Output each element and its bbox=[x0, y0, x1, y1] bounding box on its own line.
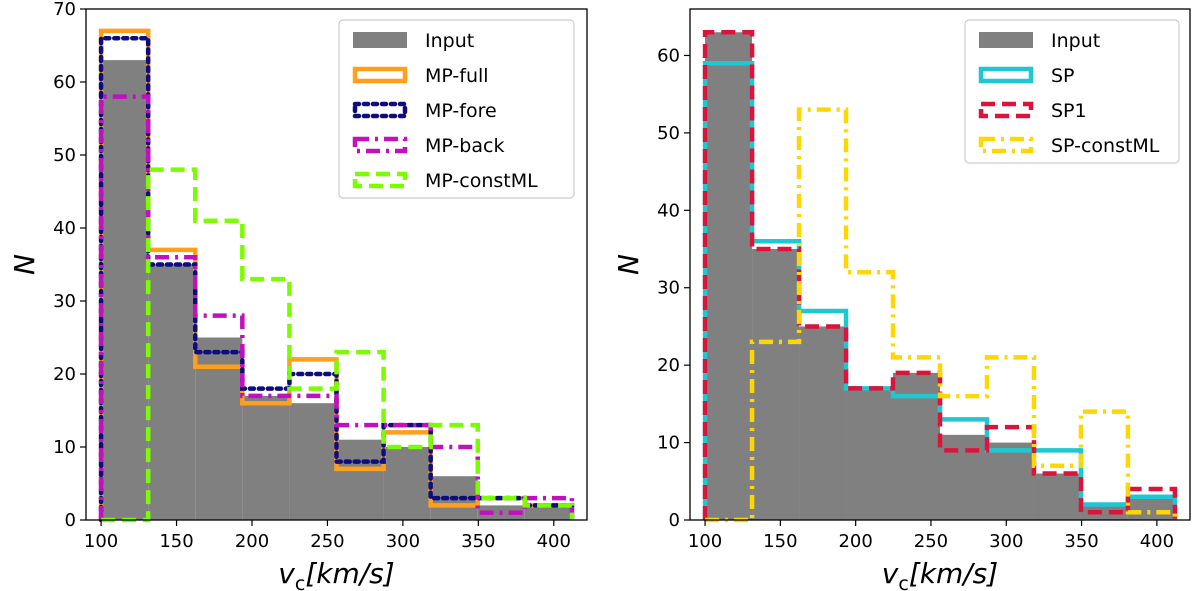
legend-label: MP-full bbox=[425, 65, 489, 87]
axes-frame bbox=[689, 8, 1191, 521]
y-tick-label: 60 bbox=[657, 45, 680, 66]
legend-label: Input bbox=[1051, 30, 1100, 52]
y-axis-label: N bbox=[612, 254, 645, 275]
series-input bbox=[705, 32, 1175, 521]
y-tick-label: 10 bbox=[53, 437, 76, 458]
bar-input bbox=[1127, 496, 1175, 520]
axes-frame bbox=[85, 8, 588, 521]
legend-label: Input bbox=[425, 30, 474, 52]
x-tick-label: 300 bbox=[386, 531, 420, 552]
x-tick-label: 100 bbox=[688, 531, 722, 552]
legend-label: SP bbox=[1051, 65, 1075, 87]
y-tick-label: 10 bbox=[657, 433, 680, 454]
legend-swatch bbox=[352, 66, 408, 84]
x-tick-label: 250 bbox=[914, 531, 948, 552]
y-tick-label: 50 bbox=[657, 123, 680, 144]
legend-box bbox=[964, 19, 1180, 164]
y-tick-label: 60 bbox=[53, 72, 76, 93]
bar-input bbox=[752, 249, 800, 521]
legend-swatch bbox=[978, 101, 1034, 119]
bar-input bbox=[799, 326, 847, 520]
legend-swatch bbox=[352, 101, 408, 119]
legend-swatch bbox=[979, 32, 1033, 48]
x-tick-label: 350 bbox=[461, 531, 495, 552]
legend-box bbox=[338, 19, 575, 199]
panel-right: 100 150 200 250 300 350 400 0 10 20 30 40 50 60 vc[km/… bbox=[612, 8, 1191, 591]
x-axis-label: vc[km/s] bbox=[278, 557, 394, 591]
bar-input bbox=[383, 447, 431, 520]
y-tick-label: 0 bbox=[669, 510, 680, 531]
y-tick-label: 20 bbox=[657, 355, 680, 376]
legend-label: MP-back bbox=[425, 135, 504, 157]
x-tick-label: 150 bbox=[159, 531, 193, 552]
bar-input bbox=[524, 505, 572, 520]
bar-input bbox=[148, 264, 196, 520]
legend-swatch bbox=[978, 136, 1034, 154]
x-tick-label: 300 bbox=[989, 531, 1023, 552]
legend: Input SP SP1 SP-constML bbox=[964, 19, 1180, 164]
x-axis-label: vc[km/s] bbox=[882, 557, 998, 591]
series-input bbox=[101, 60, 572, 520]
legend-label: SP1 bbox=[1051, 100, 1087, 122]
y-tick-label: 70 bbox=[53, 0, 76, 20]
bar-input bbox=[1033, 473, 1081, 520]
y-tick-label: 30 bbox=[657, 278, 680, 299]
y-tick-label: 0 bbox=[65, 510, 76, 531]
bar-input bbox=[336, 439, 384, 520]
bar-input bbox=[846, 388, 894, 520]
y-tick-label: 50 bbox=[53, 145, 76, 166]
panel-left: 100 150 200 250 300 350 400 0 10 20 30 40 50 60 70 vc[k… bbox=[8, 0, 588, 591]
x-tick-label: 150 bbox=[763, 531, 797, 552]
x-tick-label: 400 bbox=[537, 531, 571, 552]
legend-swatch bbox=[353, 32, 407, 48]
bar-input bbox=[101, 60, 149, 520]
series-sp-constml bbox=[705, 107, 1178, 523]
y-tick-label: 40 bbox=[657, 200, 680, 221]
legend-label: MP-constML bbox=[425, 170, 538, 192]
legend: Input MP-full MP-fore MP-back MP-constML bbox=[338, 19, 575, 199]
legend-label: MP-fore bbox=[425, 100, 497, 122]
y-tick-label: 20 bbox=[53, 364, 76, 385]
step-line bbox=[101, 167, 575, 523]
legend-swatch bbox=[352, 171, 408, 189]
step-line bbox=[705, 107, 1178, 523]
y-axis-label: N bbox=[8, 254, 41, 275]
x-tick-label: 200 bbox=[235, 531, 269, 552]
series-mp-back bbox=[98, 94, 575, 520]
bar-input bbox=[986, 442, 1034, 520]
legend-swatch bbox=[352, 136, 408, 154]
y-tick-label: 40 bbox=[53, 218, 76, 239]
x-tick-label: 250 bbox=[310, 531, 344, 552]
bar-input bbox=[940, 434, 987, 520]
x-tick-label: 400 bbox=[1140, 531, 1174, 552]
bar-input bbox=[705, 32, 753, 521]
y-tick-label: 30 bbox=[53, 291, 76, 312]
step-line bbox=[98, 94, 575, 520]
legend-label: SP-constML bbox=[1051, 135, 1160, 157]
x-tick-label: 100 bbox=[84, 531, 118, 552]
x-tick-label: 200 bbox=[838, 531, 872, 552]
x-tick-label: 350 bbox=[1064, 531, 1098, 552]
bar-input bbox=[289, 403, 337, 520]
series-mp-constml bbox=[101, 167, 575, 523]
bar-input bbox=[242, 395, 290, 520]
bar-input bbox=[1080, 504, 1128, 520]
legend-swatch bbox=[978, 66, 1034, 84]
